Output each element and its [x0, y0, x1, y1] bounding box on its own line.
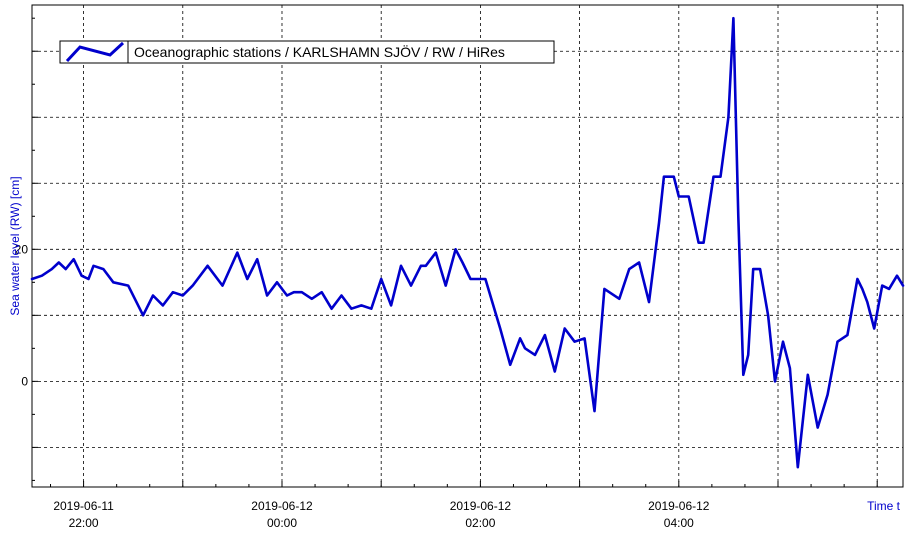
- x-tick-label: 2019-06-12: [251, 499, 313, 513]
- legend-label: Oceanographic stations / KARLSHAMN SJÖV …: [134, 43, 505, 60]
- plot-area: [31, 4, 904, 488]
- y-axis: 0 20: [15, 17, 38, 481]
- x-tick-label: 02:00: [465, 516, 495, 530]
- legend: Oceanographic stations / KARLSHAMN SJÖV …: [59, 40, 555, 64]
- x-tick-label: 00:00: [267, 516, 297, 530]
- x-tick-label: 04:00: [664, 516, 694, 530]
- x-axis-title: Time t: [867, 499, 901, 513]
- legend-box: [59, 40, 555, 64]
- legend-swatch: [65, 41, 125, 63]
- x-tick-label: 2019-06-12: [450, 499, 512, 513]
- series: [30, 16, 905, 469]
- x-tick-label: 22:00: [69, 516, 99, 530]
- y-tick-label: 20: [15, 242, 29, 256]
- x-tick-label: 2019-06-12: [648, 499, 710, 513]
- x-axis: 2019-06-11 22:00 2019-06-12 00:00 2019-06-12…: [50, 481, 878, 530]
- series-line: [30, 16, 905, 469]
- y-tick-label: 0: [21, 374, 28, 388]
- x-tick-label: 2019-06-11: [53, 499, 114, 513]
- y-axis-title: Sea water level (RW) [cm]: [8, 176, 22, 315]
